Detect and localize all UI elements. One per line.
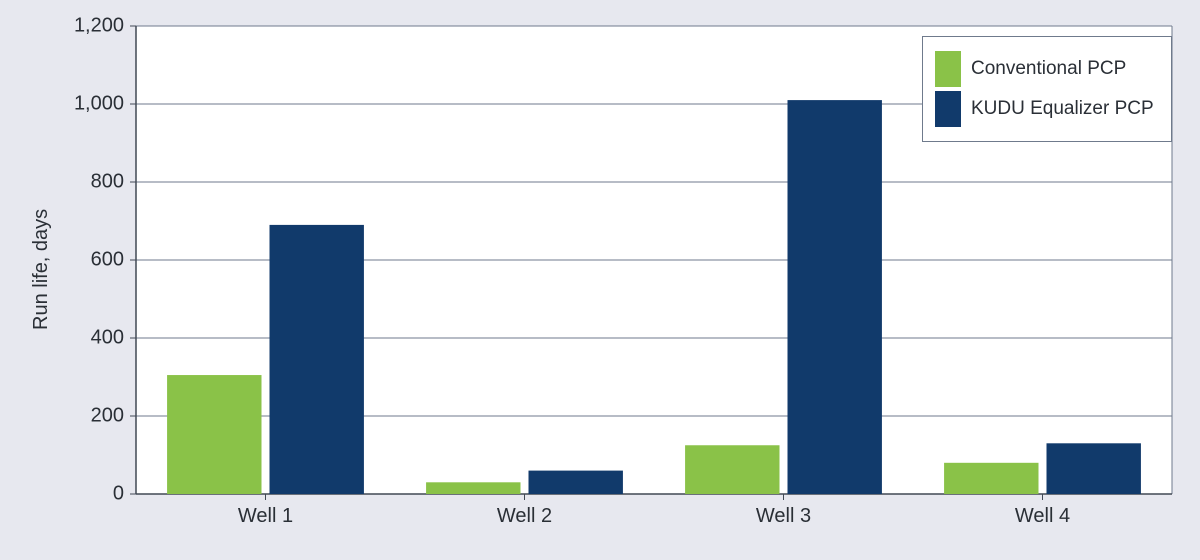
- legend-label: Conventional PCP: [971, 58, 1126, 80]
- bar: [426, 482, 520, 494]
- x-tick-label: Well 1: [238, 505, 293, 527]
- y-axis-label: Run life, days: [30, 209, 53, 330]
- bar: [270, 225, 364, 494]
- y-tick-label: 200: [91, 404, 124, 426]
- x-tick-label: Well 3: [756, 505, 811, 527]
- bar: [529, 471, 623, 494]
- bar: [1047, 443, 1141, 494]
- runlife-bar-chart: 0 200 400 600 800 1,000 1,200 Well 1 Well 2 Well …: [6, 6, 1194, 554]
- bar: [944, 463, 1038, 494]
- y-tick-label: 600: [91, 248, 124, 270]
- bar: [167, 375, 261, 494]
- x-tick-label: Well 4: [1015, 505, 1070, 527]
- chart-legend: Conventional PCP KUDU Equalizer PCP: [922, 36, 1172, 142]
- legend-item: Conventional PCP: [935, 51, 1155, 87]
- y-tick-label: 400: [91, 326, 124, 348]
- y-tick-label: 0: [113, 482, 124, 504]
- bar: [685, 445, 779, 494]
- page-background: 0 200 400 600 800 1,000 1,200 Well 1 Well 2 Well …: [0, 0, 1200, 560]
- legend-label: KUDU Equalizer PCP: [971, 98, 1154, 120]
- x-tick-label: Well 2: [497, 505, 552, 527]
- legend-swatch-icon: [935, 91, 961, 127]
- y-tick-label: 800: [91, 170, 124, 192]
- y-tick-label: 1,200: [74, 14, 124, 36]
- legend-item: KUDU Equalizer PCP: [935, 91, 1155, 127]
- legend-swatch-icon: [935, 51, 961, 87]
- y-tick-label: 1,000: [74, 92, 124, 114]
- bar: [788, 100, 882, 494]
